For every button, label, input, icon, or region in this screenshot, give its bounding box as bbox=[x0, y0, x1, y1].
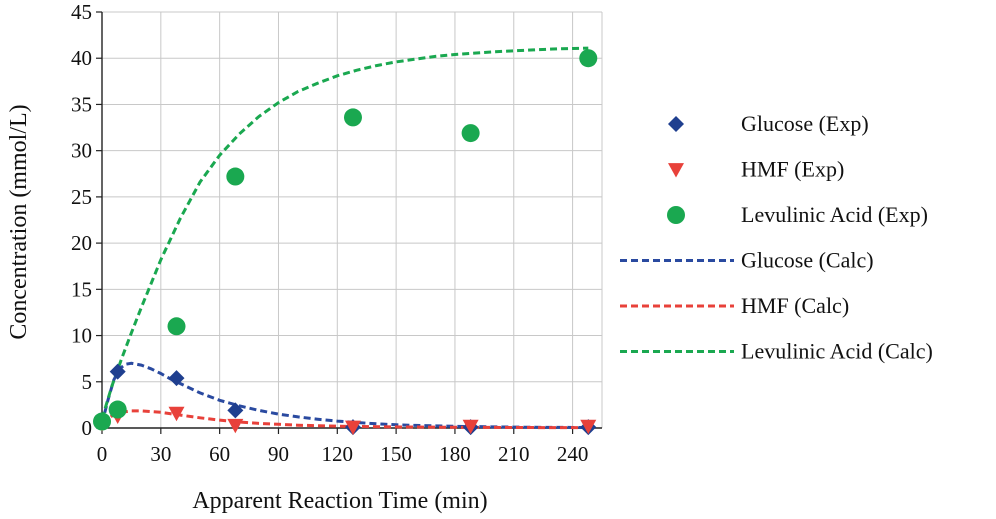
axes bbox=[96, 11, 602, 434]
y-tick-label: 45 bbox=[71, 0, 92, 24]
y-tick-label: 30 bbox=[71, 139, 92, 163]
y-axis-label: Concentration (mmol/L) bbox=[6, 104, 32, 339]
hmf-exp-point bbox=[580, 419, 597, 435]
y-tick-label: 0 bbox=[82, 416, 93, 440]
levulinic-acid-exp-point bbox=[579, 49, 598, 68]
y-tick-label: 15 bbox=[71, 277, 92, 301]
legend-glucose-calc-label: Glucose (Calc) bbox=[741, 248, 874, 273]
x-tick-label: 30 bbox=[150, 442, 171, 466]
legend-hmf-calc-label: HMF (Calc) bbox=[741, 293, 849, 318]
legend-glucose-exp-label: Glucose (Exp) bbox=[741, 111, 869, 136]
x-tick-label: 150 bbox=[380, 442, 412, 466]
x-tick-label: 90 bbox=[268, 442, 289, 466]
legend: Glucose (Exp) HMF (Exp) Levulinic Acid (Ex… bbox=[620, 111, 933, 364]
x-tick-label: 60 bbox=[209, 442, 230, 466]
legend-levulinic-acid-exp-label: Levulinic Acid (Exp) bbox=[741, 202, 928, 227]
x-tick-label: 0 bbox=[97, 442, 108, 466]
y-tick-label: 5 bbox=[82, 370, 93, 394]
y-tick-label: 35 bbox=[71, 92, 92, 116]
hmf-exp-point bbox=[227, 418, 244, 434]
grid bbox=[102, 11, 603, 428]
hmf-exp-point bbox=[344, 420, 361, 436]
exp-markers bbox=[93, 49, 598, 436]
x-axis-label: Apparent Reaction Time (min) bbox=[192, 488, 487, 514]
legend-levulinic-acid-calc-label: Levulinic Acid (Calc) bbox=[741, 339, 933, 364]
levulinic-acid-exp-point bbox=[461, 124, 480, 143]
x-tick-label: 120 bbox=[322, 442, 354, 466]
levulinic-acid-exp-point bbox=[167, 317, 186, 336]
levulinic-acid-calc-line bbox=[100, 46, 589, 420]
x-tick-label: 210 bbox=[498, 442, 530, 466]
tick-labels: 0 30 60 90 120 150 180 210 240 0 5 10 15 20 25 30 35 40 45 bbox=[71, 0, 588, 466]
y-tick-label: 10 bbox=[71, 324, 92, 348]
glucose-exp-point bbox=[168, 370, 185, 387]
hmf-exp-point bbox=[168, 406, 185, 422]
x-tick-label: 240 bbox=[557, 442, 589, 466]
legend-glucose-exp-symbol bbox=[668, 116, 684, 132]
levulinic-acid-exp-point bbox=[343, 108, 362, 127]
calc-lines bbox=[100, 46, 589, 430]
x-tick-label: 180 bbox=[439, 442, 471, 466]
glucose-exp-point bbox=[109, 363, 126, 380]
levulinic-acid-exp-point bbox=[93, 412, 111, 431]
glucose-exp-point bbox=[227, 402, 244, 419]
y-tick-label: 20 bbox=[71, 231, 92, 255]
levulinic-acid-exp-point bbox=[226, 167, 245, 186]
levulinic-acid-exp-point bbox=[108, 400, 127, 419]
legend-hmf-exp-symbol bbox=[668, 163, 684, 178]
y-tick-label: 40 bbox=[71, 46, 92, 70]
legend-hmf-exp-label: HMF (Exp) bbox=[741, 157, 844, 182]
y-tick-label: 25 bbox=[71, 185, 92, 209]
hmf-exp-point bbox=[462, 419, 479, 435]
glucose-calc-line bbox=[100, 361, 589, 429]
legend-levulinic-acid-exp-symbol bbox=[667, 206, 685, 224]
